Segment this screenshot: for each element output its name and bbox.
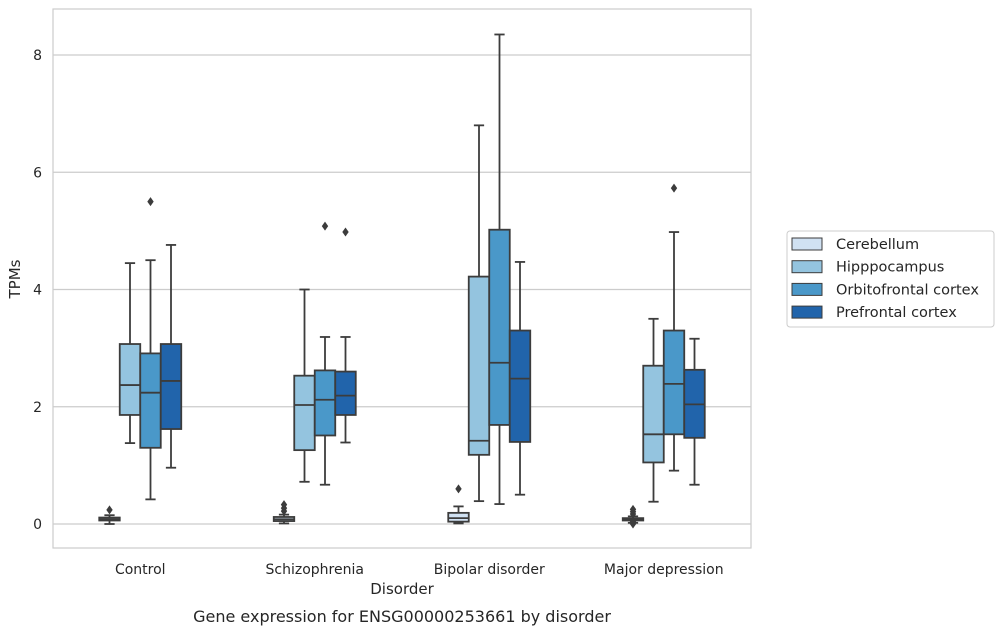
outlier-point xyxy=(147,197,154,207)
box-body xyxy=(334,370,357,416)
y-tick-labels: 0 2 4 6 8 xyxy=(33,48,42,533)
box-bipolar-disorder-prefrontal-cortex xyxy=(508,261,532,496)
y-tick-label-4: 4 xyxy=(33,283,42,299)
legend-label-hipppocampus: Hipppocampus xyxy=(836,260,944,276)
box-major-depression-prefrontal-cortex xyxy=(683,337,706,486)
box-major-depression-orbitofrontal-cortex xyxy=(662,183,686,472)
y-tick-label-8: 8 xyxy=(33,48,42,64)
x-tick-label-schizophrenia: Schizophrenia xyxy=(266,562,364,578)
box-body xyxy=(508,329,532,443)
box-schizophrenia-hipppocampus xyxy=(293,288,316,483)
box-bipolar-disorder-hipppocampus xyxy=(467,124,491,503)
y-tick-label-2: 2 xyxy=(33,400,42,416)
y-tick-label-6: 6 xyxy=(33,165,42,181)
box-control-orbitofrontal-cortex xyxy=(139,197,162,501)
box-control-hipppocampus xyxy=(118,262,142,444)
y-axis-title: TPMs xyxy=(6,259,24,299)
outlier-point xyxy=(629,504,637,514)
outlier-point xyxy=(342,227,349,237)
outlier-point xyxy=(321,221,329,231)
legend-frame xyxy=(786,230,995,328)
outlier-point xyxy=(106,505,113,515)
x-tick-labels: Control Schizophrenia Bipolar disorder Majo… xyxy=(115,562,724,578)
legend-label-prefrontal-cortex: Prefrontal cortex xyxy=(836,305,957,321)
box-body xyxy=(467,275,491,456)
outlier-point xyxy=(280,500,288,510)
box-major-depression-hipppocampus xyxy=(642,317,665,503)
box-schizophrenia-orbitofrontal-cortex xyxy=(313,221,337,486)
box-body xyxy=(159,343,183,430)
x-tick-label-bipolar-disorder: Bipolar disorder xyxy=(434,562,545,578)
box-body xyxy=(139,352,162,449)
box-body xyxy=(662,329,686,436)
box-body xyxy=(118,343,142,416)
box-control-cerebellum xyxy=(98,505,121,525)
chart-caption: Gene expression for ENSG00000253661 by d… xyxy=(193,607,611,626)
y-tick-label-0: 0 xyxy=(33,517,42,533)
plot-area-frame xyxy=(52,8,752,549)
box-control-prefrontal-cortex xyxy=(159,244,183,469)
legend-swatch-hipppocampus xyxy=(791,260,823,274)
outlier-point xyxy=(455,484,462,494)
box-major-depression-cerebellum xyxy=(621,504,645,529)
box-body xyxy=(293,374,316,452)
box-body xyxy=(488,228,511,426)
box-bipolar-disorder-cerebellum xyxy=(447,484,470,525)
box-bipolar-disorder-orbitofrontal-cortex xyxy=(488,33,511,505)
legend-swatch-orbitofrontal-cortex xyxy=(791,282,823,296)
box-schizophrenia-prefrontal-cortex xyxy=(334,227,357,444)
x-tick-label-major-depression: Major depression xyxy=(604,562,724,578)
legend-swatch-cerebellum xyxy=(791,237,823,251)
legend: Cerebellum Hipppocampus Orbitofrontal cort… xyxy=(786,230,995,328)
box-body xyxy=(313,369,337,437)
box-schizophrenia-cerebellum xyxy=(272,500,296,525)
x-axis-title: Disorder xyxy=(370,580,434,598)
outlier-point xyxy=(629,517,637,527)
legend-label-cerebellum: Cerebellum xyxy=(836,237,919,253)
box-body xyxy=(642,364,665,464)
legend-swatch-prefrontal-cortex xyxy=(791,305,823,319)
x-tick-label-control: Control xyxy=(115,562,166,578)
outlier-point xyxy=(670,183,678,193)
boxes-layer xyxy=(98,33,706,529)
legend-items: Cerebellum Hipppocampus Orbitofrontal cort… xyxy=(791,237,979,321)
legend-label-orbitofrontal-cortex: Orbitofrontal cortex xyxy=(836,282,979,298)
